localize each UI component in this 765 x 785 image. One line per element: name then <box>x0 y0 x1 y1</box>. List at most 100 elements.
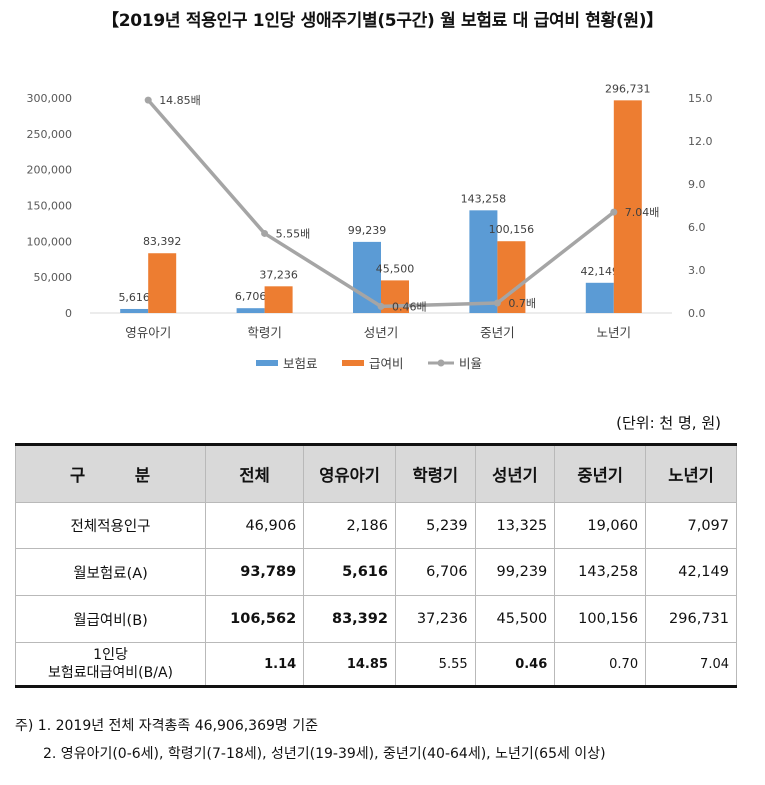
header-total: 전체 <box>204 443 305 503</box>
y-tick-label: 200,000 <box>27 164 73 177</box>
y2-tick-label: 0.0 <box>688 307 706 320</box>
bar-premium <box>236 308 265 313</box>
table-cell: 37,236 <box>394 595 476 643</box>
row-label: 월보험료(A) <box>15 548 206 596</box>
x-tick-label: 성년기 <box>364 325 399 340</box>
bar-premium <box>120 308 149 313</box>
table-cell: 296,731 <box>645 595 737 643</box>
x-tick-label: 중년기 <box>480 325 515 340</box>
y2-tick-label: 6.0 <box>688 221 706 234</box>
table-cell: 46,906 <box>204 502 305 549</box>
table-row: 1인당 보험료대급여비(B/A) 1.14 14.85 5.55 0.46 0.… <box>15 642 737 688</box>
y2-tick-label: 3.0 <box>688 264 706 277</box>
ratio-data-label: 0.7배 <box>508 297 536 310</box>
row-label: 전체적용인구 <box>15 502 206 549</box>
bar-data-label: 143,258 <box>461 192 507 205</box>
y-tick-label: 100,000 <box>27 235 73 248</box>
ratio-data-label: 0.46배 <box>392 300 427 313</box>
y2-tick-label: 15.0 <box>688 92 713 105</box>
bar-data-label: 83,392 <box>143 235 182 248</box>
unit-label: (단위: 천 명, 원) <box>616 414 721 432</box>
bar-premium <box>469 210 498 313</box>
table-row: 월보험료(A) 93,789 5,616 6,706 99,239 143,25… <box>15 548 737 596</box>
legend-label: 급여비 <box>369 356 404 371</box>
y2-tick-label: 9.0 <box>688 178 706 191</box>
data-table: 구 분 전체 영유아기 학령기 성년기 중년기 노년기 전체적용인구 46,90… <box>15 443 737 688</box>
bar-benefit <box>264 286 293 313</box>
row-label-line2: 보험료대급여비(B/A) <box>48 665 173 681</box>
footnote-1: 주) 1. 2019년 전체 자격총족 46,906,369명 기준 <box>15 718 318 734</box>
table-cell: 13,325 <box>474 502 556 549</box>
table-cell: 6,706 <box>394 548 476 596</box>
table-cell: 93,789 <box>204 548 305 596</box>
table-cell: 100,156 <box>554 595 647 643</box>
page-title: 【2019년 적용인구 1인당 생애주기별(5구간) 월 보험료 대 급여비 현… <box>102 11 663 31</box>
table-cell: 0.70 <box>554 642 647 688</box>
y2-tick-label: 12.0 <box>688 135 713 148</box>
ratio-data-label: 7.04배 <box>625 206 660 219</box>
table-cell: 0.46 <box>474 642 556 688</box>
table-cell: 143,258 <box>554 548 647 596</box>
ratio-data-label: 5.55배 <box>276 227 311 240</box>
table-cell: 5,239 <box>394 502 476 549</box>
footnote-2: 2. 영유아기(0-6세), 학령기(7-18세), 성년기(19-39세), … <box>43 746 606 762</box>
legend-swatch-premium <box>256 360 278 366</box>
table-cell: 7,097 <box>645 502 737 549</box>
ratio-point <box>610 208 618 216</box>
y-tick-label: 150,000 <box>27 200 73 213</box>
header-category: 구 분 <box>15 443 206 503</box>
bar-data-label: 99,239 <box>348 224 387 237</box>
ratio-point <box>493 299 501 307</box>
header-school: 학령기 <box>394 443 476 503</box>
ratio-point <box>261 229 269 237</box>
table-header-row: 구 분 전체 영유아기 학령기 성년기 중년기 노년기 <box>15 443 737 503</box>
bar-premium <box>353 241 381 313</box>
table-cell: 5,616 <box>303 548 396 596</box>
combo-chart: 0 50,000 100,000 150,000 200,000 250,000 300,0… <box>27 82 713 371</box>
ratio-point <box>377 302 385 310</box>
bar-data-label: 37,236 <box>259 268 298 281</box>
bar-benefit <box>613 100 642 313</box>
table-cell: 2,186 <box>303 502 396 549</box>
y-tick-label: 300,000 <box>27 92 73 105</box>
header-adult: 성년기 <box>474 443 556 503</box>
legend-swatch-ratio-dot <box>437 359 445 367</box>
table-cell: 83,392 <box>303 595 396 643</box>
bar-data-label: 296,731 <box>605 82 651 95</box>
x-tick-label: 영유아기 <box>125 325 171 340</box>
bar-data-label: 100,156 <box>489 223 535 236</box>
bar-data-label: 6,706 <box>235 290 267 303</box>
table-cell: 5.55 <box>394 642 476 688</box>
bar-data-label: 5,616 <box>118 291 150 304</box>
table-cell: 19,060 <box>554 502 647 549</box>
legend-swatch-benefit <box>342 360 364 366</box>
y-tick-label: 0 <box>65 307 72 320</box>
table-cell: 45,500 <box>474 595 556 643</box>
table-row: 월급여비(B) 106,562 83,392 37,236 45,500 100… <box>15 595 737 643</box>
table-cell: 99,239 <box>474 548 556 596</box>
bar-premium <box>585 282 614 313</box>
header-senior: 노년기 <box>645 443 737 503</box>
table-cell: 42,149 <box>645 548 737 596</box>
table-row: 전체적용인구 46,906 2,186 5,239 13,325 19,060 … <box>15 502 737 549</box>
row-label: 1인당 보험료대급여비(B/A) <box>15 642 206 688</box>
footnotes: 주) 1. 2019년 전체 자격총족 46,906,369명 기준 2. 영유… <box>15 712 606 768</box>
row-label: 월급여비(B) <box>15 595 206 643</box>
table-cell: 1.14 <box>204 642 305 688</box>
bar-data-label: 45,500 <box>376 262 415 275</box>
header-middle: 중년기 <box>554 443 647 503</box>
table-cell: 106,562 <box>204 595 305 643</box>
y-tick-label: 250,000 <box>27 128 73 141</box>
row-label-line1: 1인당 <box>93 647 128 663</box>
bar-data-label: 42,149 <box>581 265 620 278</box>
bar-benefit <box>148 253 177 313</box>
ratio-data-label: 14.85배 <box>159 94 201 107</box>
table-cell: 14.85 <box>303 642 396 688</box>
table-cell: 7.04 <box>645 642 737 688</box>
legend-label: 보험료 <box>283 356 318 371</box>
x-tick-label: 노년기 <box>597 325 632 340</box>
x-tick-label: 학령기 <box>247 325 282 340</box>
y-tick-label: 50,000 <box>34 271 73 284</box>
header-infant: 영유아기 <box>303 443 396 503</box>
ratio-point <box>144 96 152 104</box>
